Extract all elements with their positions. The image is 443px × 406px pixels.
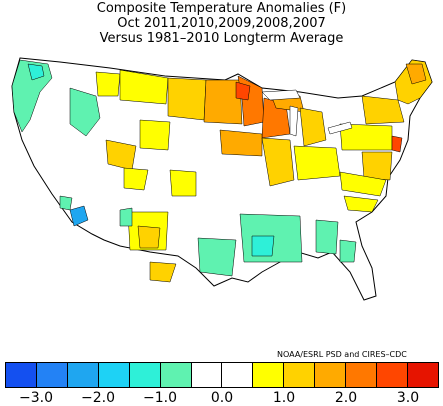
color-scale-tick-label: −1.0 (143, 390, 177, 406)
data-source-credit: NOAA/ESRL PSD and CIRES–CDC (277, 350, 407, 359)
region-maine-hot (405, 63, 427, 85)
region-wyoming (139, 119, 171, 151)
region-nw-montana (95, 71, 121, 97)
color-swatch (346, 363, 378, 387)
color-swatch (67, 363, 99, 387)
color-swatch (315, 363, 347, 387)
region-nj-hot (391, 135, 403, 153)
region-colorado-cool (119, 207, 133, 227)
color-scale-tick-label: 3.0 (396, 390, 420, 406)
region-kansas-warm (169, 169, 197, 197)
color-scale-tick-label: 0.0 (210, 390, 234, 406)
region-georgia-cool (315, 219, 339, 255)
region-illinois (261, 137, 295, 187)
region-montana-north (119, 69, 169, 105)
color-swatch (253, 363, 285, 387)
region-west-texas (149, 261, 177, 283)
us-climate-division-map (11, 57, 433, 301)
region-texas-cool (197, 237, 237, 277)
region-florida-cool (339, 239, 357, 263)
lake-superior (261, 89, 301, 101)
region-mid-atlantic (361, 151, 393, 181)
region-nm-orange (137, 225, 161, 249)
color-swatch (284, 363, 316, 387)
color-swatch (160, 363, 192, 387)
color-scale-tick-label: −2.0 (81, 390, 115, 406)
color-scale-tick-label: 2.0 (334, 390, 358, 406)
color-swatch (191, 363, 223, 387)
color-scale-tick-label: −3.0 (19, 390, 53, 406)
color-swatch (129, 363, 161, 387)
color-swatch (407, 363, 438, 387)
map-title: Composite Temperature Anomalies (F) Oct … (0, 1, 443, 46)
region-iowa (219, 129, 263, 157)
region-ohio-valley (293, 145, 341, 181)
region-idaho (69, 87, 101, 137)
color-swatch (6, 363, 37, 387)
region-utah-warm (123, 167, 149, 191)
lake-michigan (289, 105, 299, 137)
region-pacific-nw (11, 59, 53, 133)
region-south-cool-deep (251, 235, 275, 257)
region-new-york (361, 95, 405, 125)
title-line-1: Composite Temperature Anomalies (F) (96, 1, 347, 16)
title-line-2: Oct 2011,2010,2009,2008,2007 (117, 16, 326, 31)
region-virginia (339, 171, 387, 197)
color-swatch (222, 363, 254, 387)
region-sw-cool (59, 195, 73, 211)
region-minnesota-hot (235, 81, 251, 101)
region-dakotas-west (167, 77, 207, 121)
region-arizona-cool (69, 205, 89, 227)
title-line-3: Versus 1981–2010 Longterm Average (99, 31, 344, 46)
region-michigan (299, 107, 327, 147)
region-dakotas-east (203, 79, 243, 125)
color-scale-tick-label: 1.0 (272, 390, 296, 406)
region-carolina-coast (343, 195, 379, 213)
lake-erie (327, 121, 353, 135)
color-swatch (36, 363, 68, 387)
color-swatch (377, 363, 408, 387)
color-swatch (98, 363, 130, 387)
region-wa-coast (27, 63, 45, 81)
color-scale-bar (5, 362, 439, 388)
